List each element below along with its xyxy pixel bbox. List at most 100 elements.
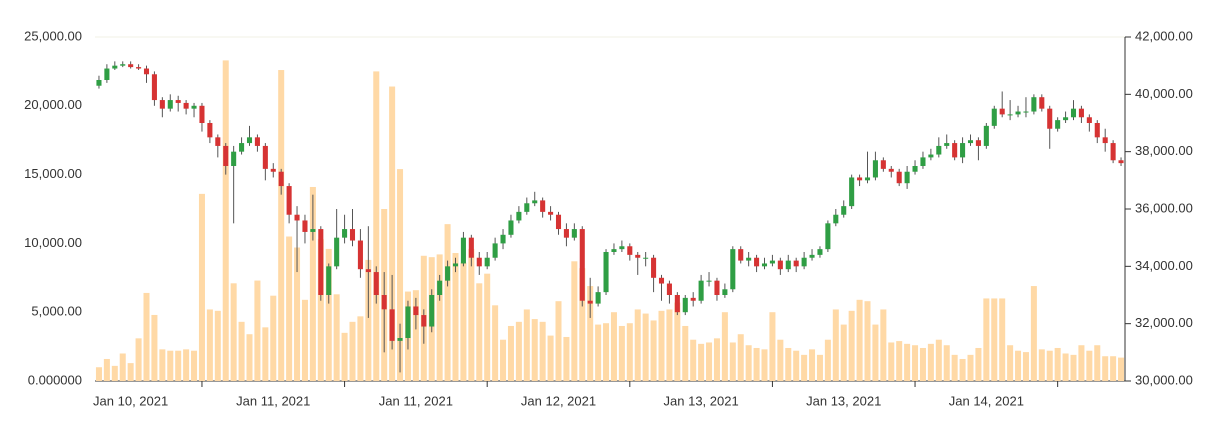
candle-body xyxy=(643,257,649,259)
volume-bar xyxy=(872,324,879,381)
candle-body xyxy=(405,306,411,338)
candle-body xyxy=(437,280,443,295)
candle-body xyxy=(603,252,609,293)
volume-bar xyxy=(191,350,198,381)
candle-body xyxy=(1023,111,1029,113)
volume-bar xyxy=(999,298,1006,381)
candle-body xyxy=(817,249,823,255)
volume-bar xyxy=(230,283,237,381)
volume-bar xyxy=(729,342,736,381)
volume-bar xyxy=(634,309,641,381)
candle-body xyxy=(975,140,981,146)
volume-bar xyxy=(333,294,340,381)
volume-bar xyxy=(848,310,855,381)
candle-body xyxy=(104,68,110,80)
candle-body xyxy=(1118,160,1124,164)
volume-bar xyxy=(143,292,150,381)
candle-body xyxy=(532,200,538,204)
volume-bar xyxy=(317,239,324,381)
volume-bar xyxy=(753,347,760,381)
volume-bar xyxy=(1046,350,1053,381)
candle-body xyxy=(397,338,403,341)
x-tick-label: Jan 13, 2021 xyxy=(664,393,739,408)
volume-bar xyxy=(896,341,903,381)
candle-body xyxy=(928,154,934,158)
volume-bar xyxy=(967,354,974,381)
volume-bar xyxy=(610,312,617,381)
x-tick-label: Jan 11, 2021 xyxy=(236,393,310,408)
volume-bar xyxy=(618,325,625,381)
candle-body xyxy=(706,280,712,282)
volume-bar xyxy=(983,298,990,381)
volume-bar xyxy=(713,338,720,381)
candle-body xyxy=(754,257,760,267)
x-tick-label: Jan 12, 2021 xyxy=(521,393,596,408)
candle-body xyxy=(143,68,150,75)
volume-bar xyxy=(1094,345,1101,381)
candle-body xyxy=(777,260,783,270)
candle-body xyxy=(627,246,633,255)
x-tick-label: Jan 14, 2021 xyxy=(949,393,1024,408)
y2-tick-label: 40,000.00 xyxy=(1135,86,1193,101)
volume-bar xyxy=(515,321,522,381)
candle-body xyxy=(215,137,221,146)
candle-body xyxy=(159,100,165,109)
y2-tick-label: 42,000.00 xyxy=(1135,28,1193,43)
y-tick-label: 20,000.00 xyxy=(24,97,82,112)
candle-body xyxy=(492,243,498,258)
candle-body xyxy=(587,300,593,304)
volume-bar xyxy=(1086,350,1093,381)
candle-body xyxy=(421,315,427,327)
volume-bar xyxy=(698,343,705,381)
candle-body xyxy=(571,229,577,238)
volume-bar xyxy=(991,298,998,381)
volume-bar xyxy=(278,70,285,382)
volume-bar xyxy=(468,248,475,381)
candle-body xyxy=(944,143,950,146)
candle-body xyxy=(960,143,966,158)
volume-bar xyxy=(595,324,602,381)
volume-bar xyxy=(777,339,784,381)
candle-body xyxy=(349,229,356,241)
candle-body xyxy=(666,283,672,295)
volume-bar xyxy=(642,313,649,381)
candle-body xyxy=(96,80,102,86)
candle-body xyxy=(1070,108,1077,118)
volume-bar xyxy=(373,71,380,382)
candle-body xyxy=(476,257,482,267)
candle-body xyxy=(904,171,910,184)
y-tick-label: 25,000.00 xyxy=(24,28,82,43)
volume-bar xyxy=(1118,357,1125,381)
candle-body xyxy=(1055,120,1061,129)
volume-bar xyxy=(95,367,102,381)
volume-bar xyxy=(286,236,293,381)
volume-bar xyxy=(658,310,665,381)
volume-bar xyxy=(626,323,633,381)
y2-tick-label: 38,000.00 xyxy=(1135,143,1193,158)
candle-body xyxy=(896,171,902,184)
candle-body xyxy=(1078,108,1084,118)
candle-body xyxy=(595,292,601,304)
volume-bar xyxy=(460,262,467,381)
volume-bar xyxy=(793,350,800,381)
volume-bar xyxy=(682,325,689,381)
volume-bar xyxy=(1022,352,1029,381)
volume-bar xyxy=(690,339,697,381)
volume-bar xyxy=(476,283,483,381)
volume-bar xyxy=(563,336,570,381)
volume-bar xyxy=(151,314,158,381)
candle-body xyxy=(1007,114,1013,116)
candle-body xyxy=(334,237,340,267)
candle-body xyxy=(1031,97,1037,112)
candle-body xyxy=(191,105,197,109)
volume-bar xyxy=(1110,356,1117,381)
volume-bar xyxy=(888,342,895,381)
volume-bar xyxy=(904,343,911,381)
y2-tick-label: 34,000.00 xyxy=(1135,258,1193,273)
y-tick-label: 0.000000 xyxy=(28,372,82,387)
candle-body xyxy=(460,237,466,264)
volume-bar xyxy=(579,268,586,381)
y2-tick-label: 36,000.00 xyxy=(1135,200,1193,215)
candle-body xyxy=(357,240,363,270)
candle-body xyxy=(128,64,134,68)
